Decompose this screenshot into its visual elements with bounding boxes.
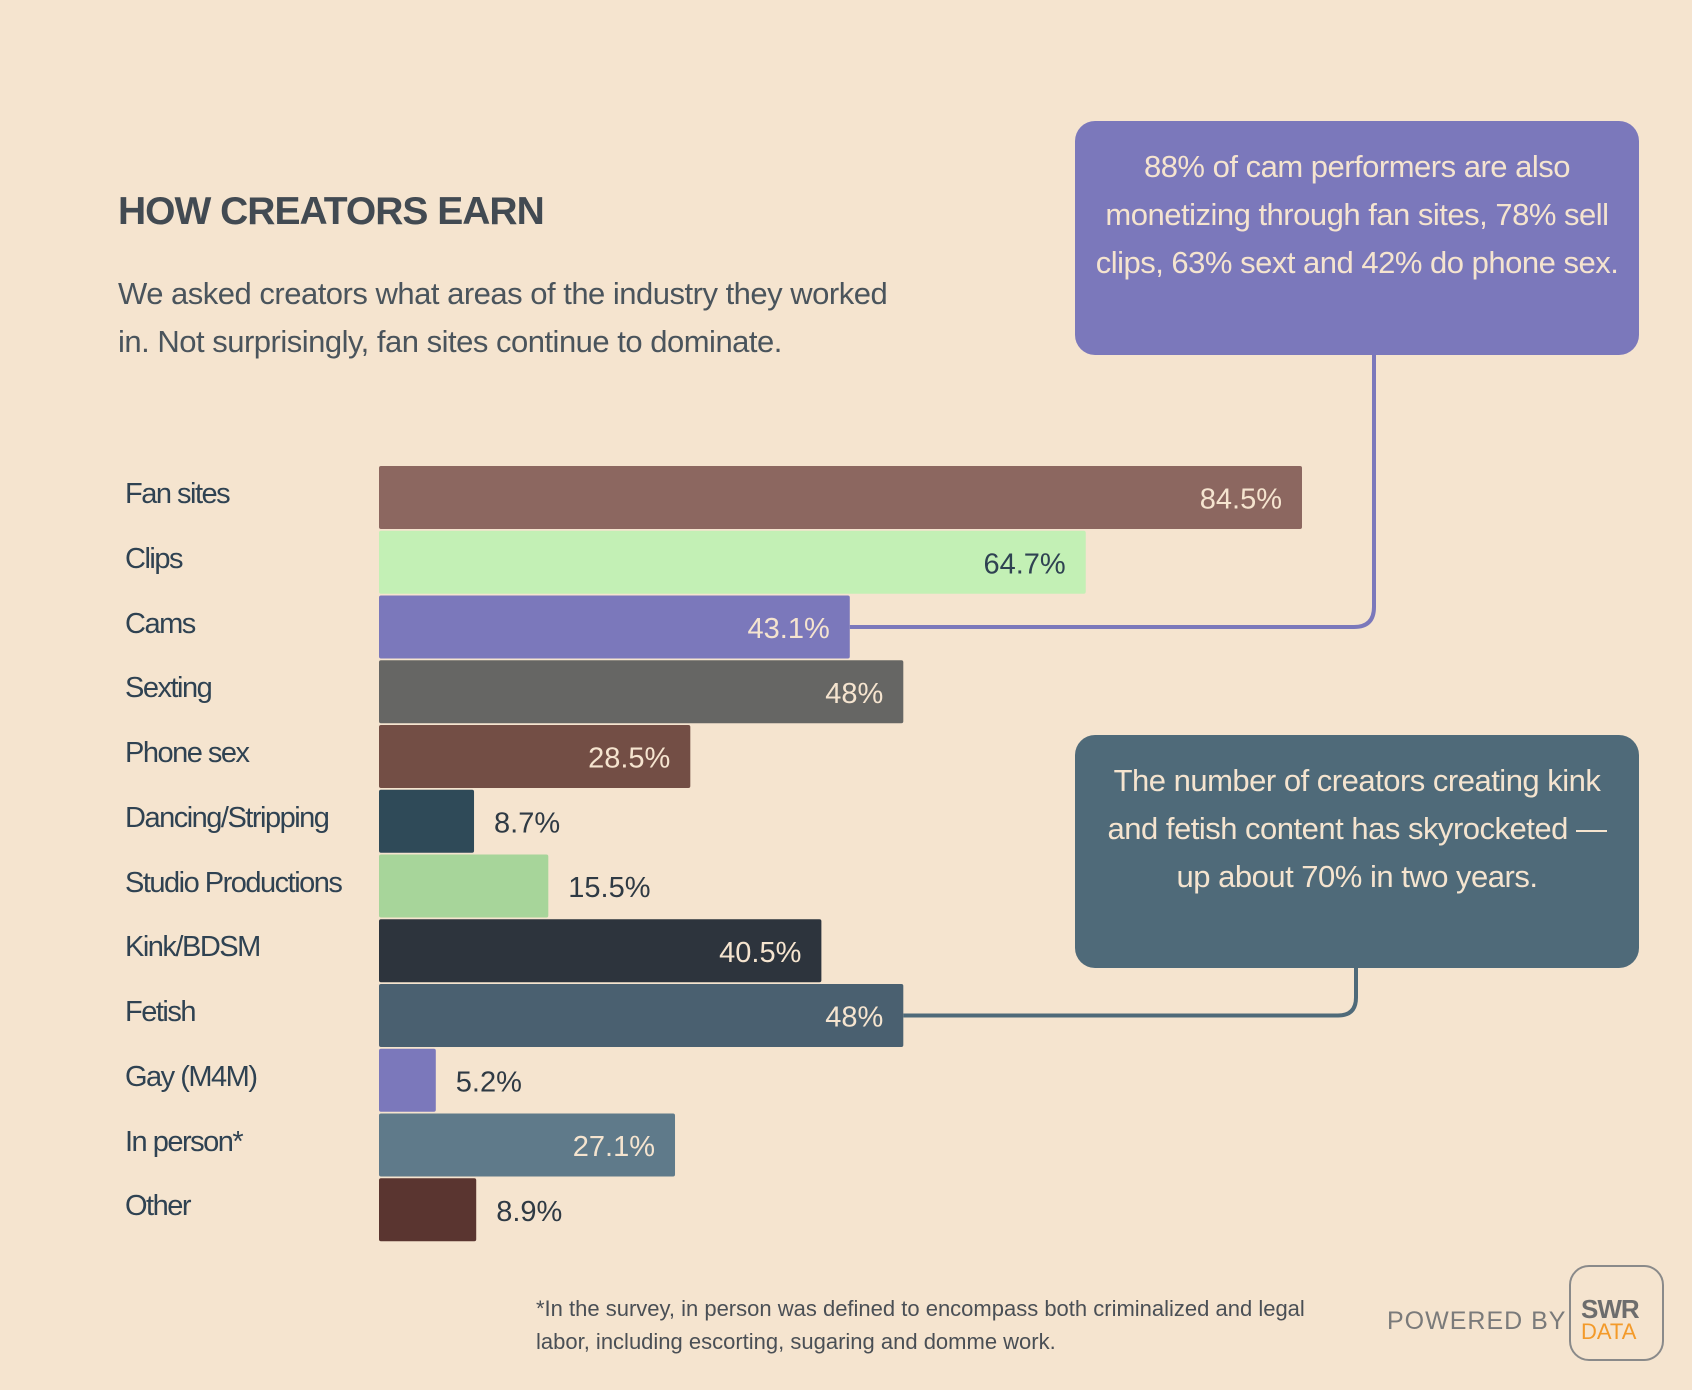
- data-label: 48%: [825, 678, 883, 710]
- category-label: Kink/BDSM: [125, 931, 261, 964]
- footnote: *In the survey, in person was defined to…: [536, 1296, 1305, 1354]
- bar-7: [379, 919, 822, 983]
- bar-2: [379, 595, 850, 659]
- category-label: Clips: [125, 542, 183, 575]
- data-label: 28.5%: [588, 743, 670, 775]
- logo-text-swr: SWR: [1581, 1294, 1640, 1324]
- bar-0: [379, 466, 1302, 529]
- connector-line-fetish: [903, 968, 1358, 1018]
- swr-data-logo: SWR DATA: [1569, 1265, 1664, 1361]
- data-label: 84.5%: [1200, 484, 1282, 516]
- category-label: Cams: [125, 607, 196, 640]
- data-label: 5.2%: [456, 1066, 522, 1098]
- bar-1: [379, 530, 1086, 594]
- category-label: In person*: [125, 1125, 244, 1158]
- bar-5: [379, 789, 475, 853]
- bar-10: [379, 1113, 676, 1177]
- data-label: 40.5%: [719, 937, 801, 969]
- data-label: 15.5%: [568, 872, 650, 904]
- data-label: 43.1%: [748, 613, 830, 645]
- category-label: Studio Productions: [125, 866, 343, 899]
- bar-3: [379, 660, 904, 724]
- subtitle: We asked creators what areas of the indu…: [118, 276, 888, 359]
- category-label: Sexting: [125, 672, 213, 705]
- connector-line-cams: [849, 355, 1376, 629]
- data-label: 48%: [825, 1002, 883, 1034]
- data-label: 8.7%: [494, 807, 560, 839]
- callout-fetish: The number of creators creating kink and…: [1075, 735, 1639, 968]
- bar-11: [379, 1178, 477, 1242]
- category-label: Other: [125, 1190, 192, 1223]
- bar-9: [379, 1048, 436, 1112]
- powered-by-text: POWERED BY: [1387, 1307, 1567, 1335]
- data-label: 27.1%: [573, 1131, 655, 1163]
- category-label: Fan sites: [125, 478, 231, 510]
- category-label: Fetish: [125, 996, 196, 1028]
- page-title: HOW CREATORS EARN: [118, 190, 545, 233]
- logo-text-data: DATA: [1581, 1319, 1637, 1344]
- data-label: 8.9%: [496, 1196, 562, 1228]
- bar-6: [379, 854, 549, 918]
- data-label: 64.7%: [983, 548, 1065, 580]
- category-label: Phone sex: [125, 737, 250, 769]
- callout-cams: 88% of cam performers are also monetizin…: [1075, 121, 1639, 355]
- bar-4: [379, 725, 691, 788]
- category-label: Gay (M4M): [125, 1060, 258, 1093]
- category-label: Dancing/Stripping: [125, 801, 330, 834]
- bar-8: [379, 984, 904, 1047]
